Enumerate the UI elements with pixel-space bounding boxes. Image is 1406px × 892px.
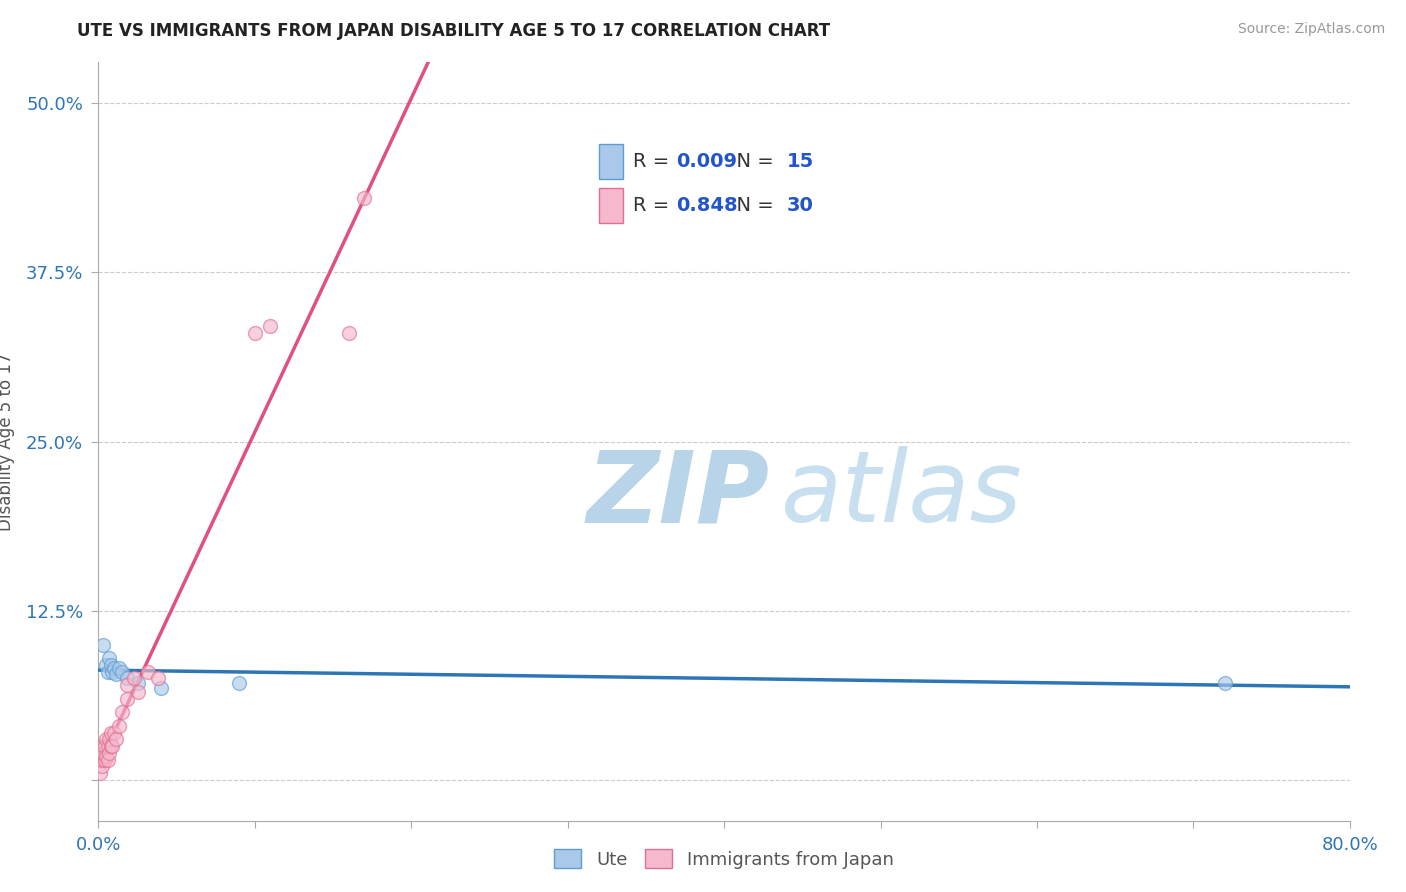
Point [104, 667, 127, 681]
Point [259, 319, 281, 334]
Point [90, 759, 112, 773]
Text: UTE VS IMMIGRANTS FROM JAPAN DISABILITY AGE 5 TO 17 CORRELATION CHART: UTE VS IMMIGRANTS FROM JAPAN DISABILITY … [77, 22, 831, 40]
Point [146, 672, 169, 686]
Point [103, 725, 125, 739]
Point [243, 326, 266, 341]
Point [97, 739, 120, 754]
Point [89, 766, 111, 780]
Point [1213, 675, 1236, 690]
Text: 30: 30 [786, 196, 813, 215]
Text: Source: ZipAtlas.com: Source: ZipAtlas.com [1237, 22, 1385, 37]
Point [98, 746, 121, 760]
Point [104, 732, 127, 747]
Point [353, 191, 375, 205]
Text: 0.848: 0.848 [676, 196, 738, 215]
Legend: Ute, Immigrants from Japan: Ute, Immigrants from Japan [547, 842, 901, 876]
Point [91, 746, 114, 760]
Point [91, 638, 114, 652]
Text: ZIP: ZIP [586, 446, 769, 543]
Point [91, 739, 114, 754]
Text: N =: N = [724, 152, 780, 171]
FancyBboxPatch shape [599, 188, 623, 223]
Point [93, 739, 115, 754]
Point [228, 675, 250, 690]
Text: 0.009: 0.009 [676, 152, 737, 171]
Point [98, 732, 121, 747]
Text: R =: R = [633, 152, 675, 171]
Point [127, 685, 149, 699]
Text: 15: 15 [786, 152, 814, 171]
Point [100, 725, 122, 739]
Point [93, 753, 115, 767]
Point [100, 657, 122, 672]
Point [115, 672, 138, 686]
Text: R =: R = [633, 196, 675, 215]
Point [96, 657, 118, 672]
Point [101, 665, 124, 679]
Text: N =: N = [724, 196, 780, 215]
Point [127, 675, 149, 690]
Point [90, 753, 112, 767]
Point [97, 753, 120, 767]
Point [96, 732, 118, 747]
Point [107, 719, 129, 733]
Point [107, 660, 129, 674]
Text: atlas: atlas [780, 446, 1022, 543]
Point [98, 651, 121, 665]
Point [111, 665, 134, 679]
Point [111, 706, 134, 720]
Point [96, 748, 118, 763]
Point [115, 678, 138, 692]
Point [124, 672, 146, 686]
Point [100, 739, 122, 754]
Point [138, 665, 160, 679]
Y-axis label: Disability Age 5 to 17: Disability Age 5 to 17 [0, 352, 14, 531]
Point [150, 681, 173, 695]
FancyBboxPatch shape [599, 145, 623, 178]
Point [103, 660, 125, 674]
Point [337, 326, 360, 341]
Point [101, 739, 124, 754]
Point [97, 665, 120, 679]
Point [115, 691, 138, 706]
